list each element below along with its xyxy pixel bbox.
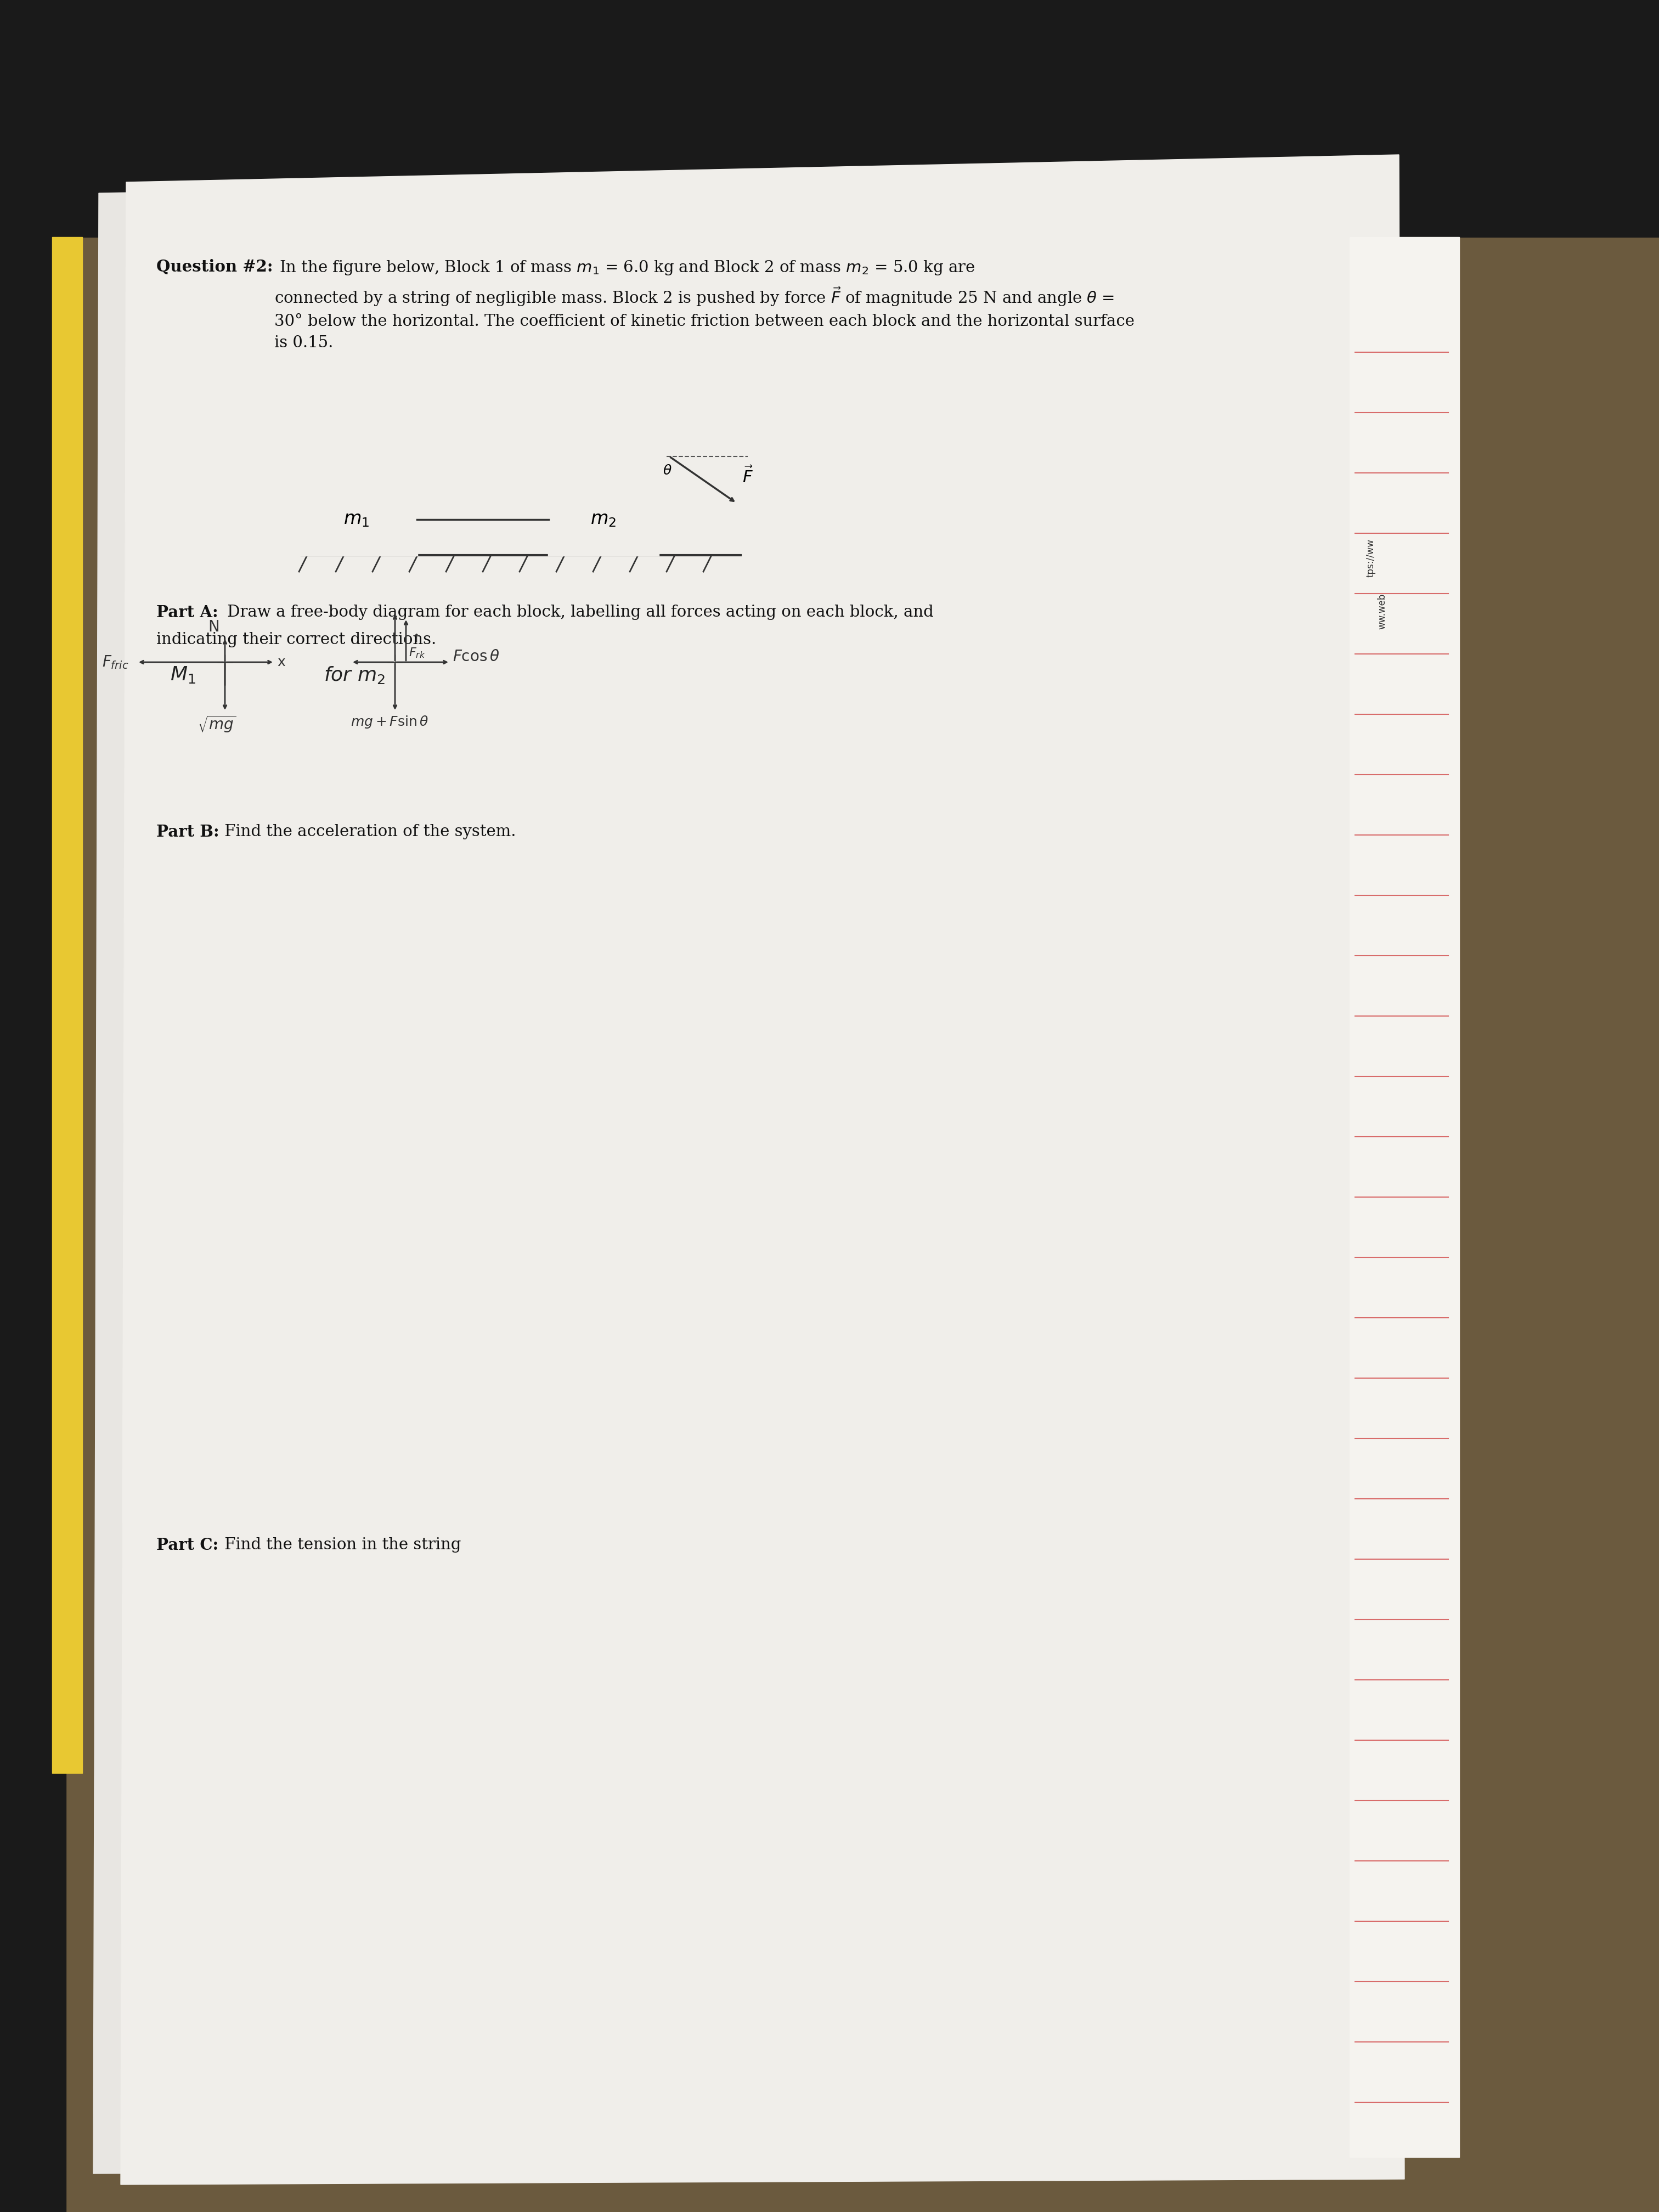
Text: $m_1$: $m_1$ [343,511,370,529]
Text: N: N [209,619,219,635]
Text: indicating their correct directions.: indicating their correct directions. [156,633,436,648]
Text: Part B:: Part B: [156,825,219,841]
Text: $F_{fric}$: $F_{fric}$ [103,655,129,670]
Text: x: x [277,655,285,668]
Text: Find the tension in the string: Find the tension in the string [219,1537,461,1553]
Text: Draw a free-body diagram for each block, labelling all forces acting on each blo: Draw a free-body diagram for each block,… [222,604,934,619]
Bar [297,484,416,555]
Text: $\theta$: $\theta$ [664,465,672,478]
Text: Question #2:: Question #2: [156,259,274,274]
Text: Part C:: Part C: [156,1537,219,1553]
Text: $mg+F\sin\theta$: $mg+F\sin\theta$ [350,714,428,730]
Bar [549,484,659,555]
Polygon shape [121,155,1405,2185]
Text: $M_1$: $M_1$ [171,666,196,686]
Text: $\vec{F}$: $\vec{F}$ [742,467,753,487]
Bar [1349,237,1460,2157]
Text: ww.web: ww.web [1377,593,1387,630]
Text: Find the acceleration of the system.: Find the acceleration of the system. [219,825,516,838]
Text: tps://ww: tps://ww [1365,540,1375,577]
Text: Part A:: Part A: [156,604,219,622]
Text: $\sqrt{mg}$: $\sqrt{mg}$ [197,714,236,734]
Text: $m_2$: $m_2$ [591,511,617,529]
Polygon shape [93,170,1394,2174]
Text: for $m_2$: for $m_2$ [324,666,385,686]
Bar [51,237,83,1774]
Bar [0,0,1659,237]
Text: $F\cos\theta$: $F\cos\theta$ [453,648,499,664]
Text: In the figure below, Block 1 of mass $m_1$ = 6.0 kg and Block 2 of mass $m_2$ = : In the figure below, Block 1 of mass $m_… [274,259,1135,349]
Bar [0,0,66,2212]
Text: $\uparrow$
$F_{rk}$: $\uparrow$ $F_{rk}$ [408,633,426,659]
